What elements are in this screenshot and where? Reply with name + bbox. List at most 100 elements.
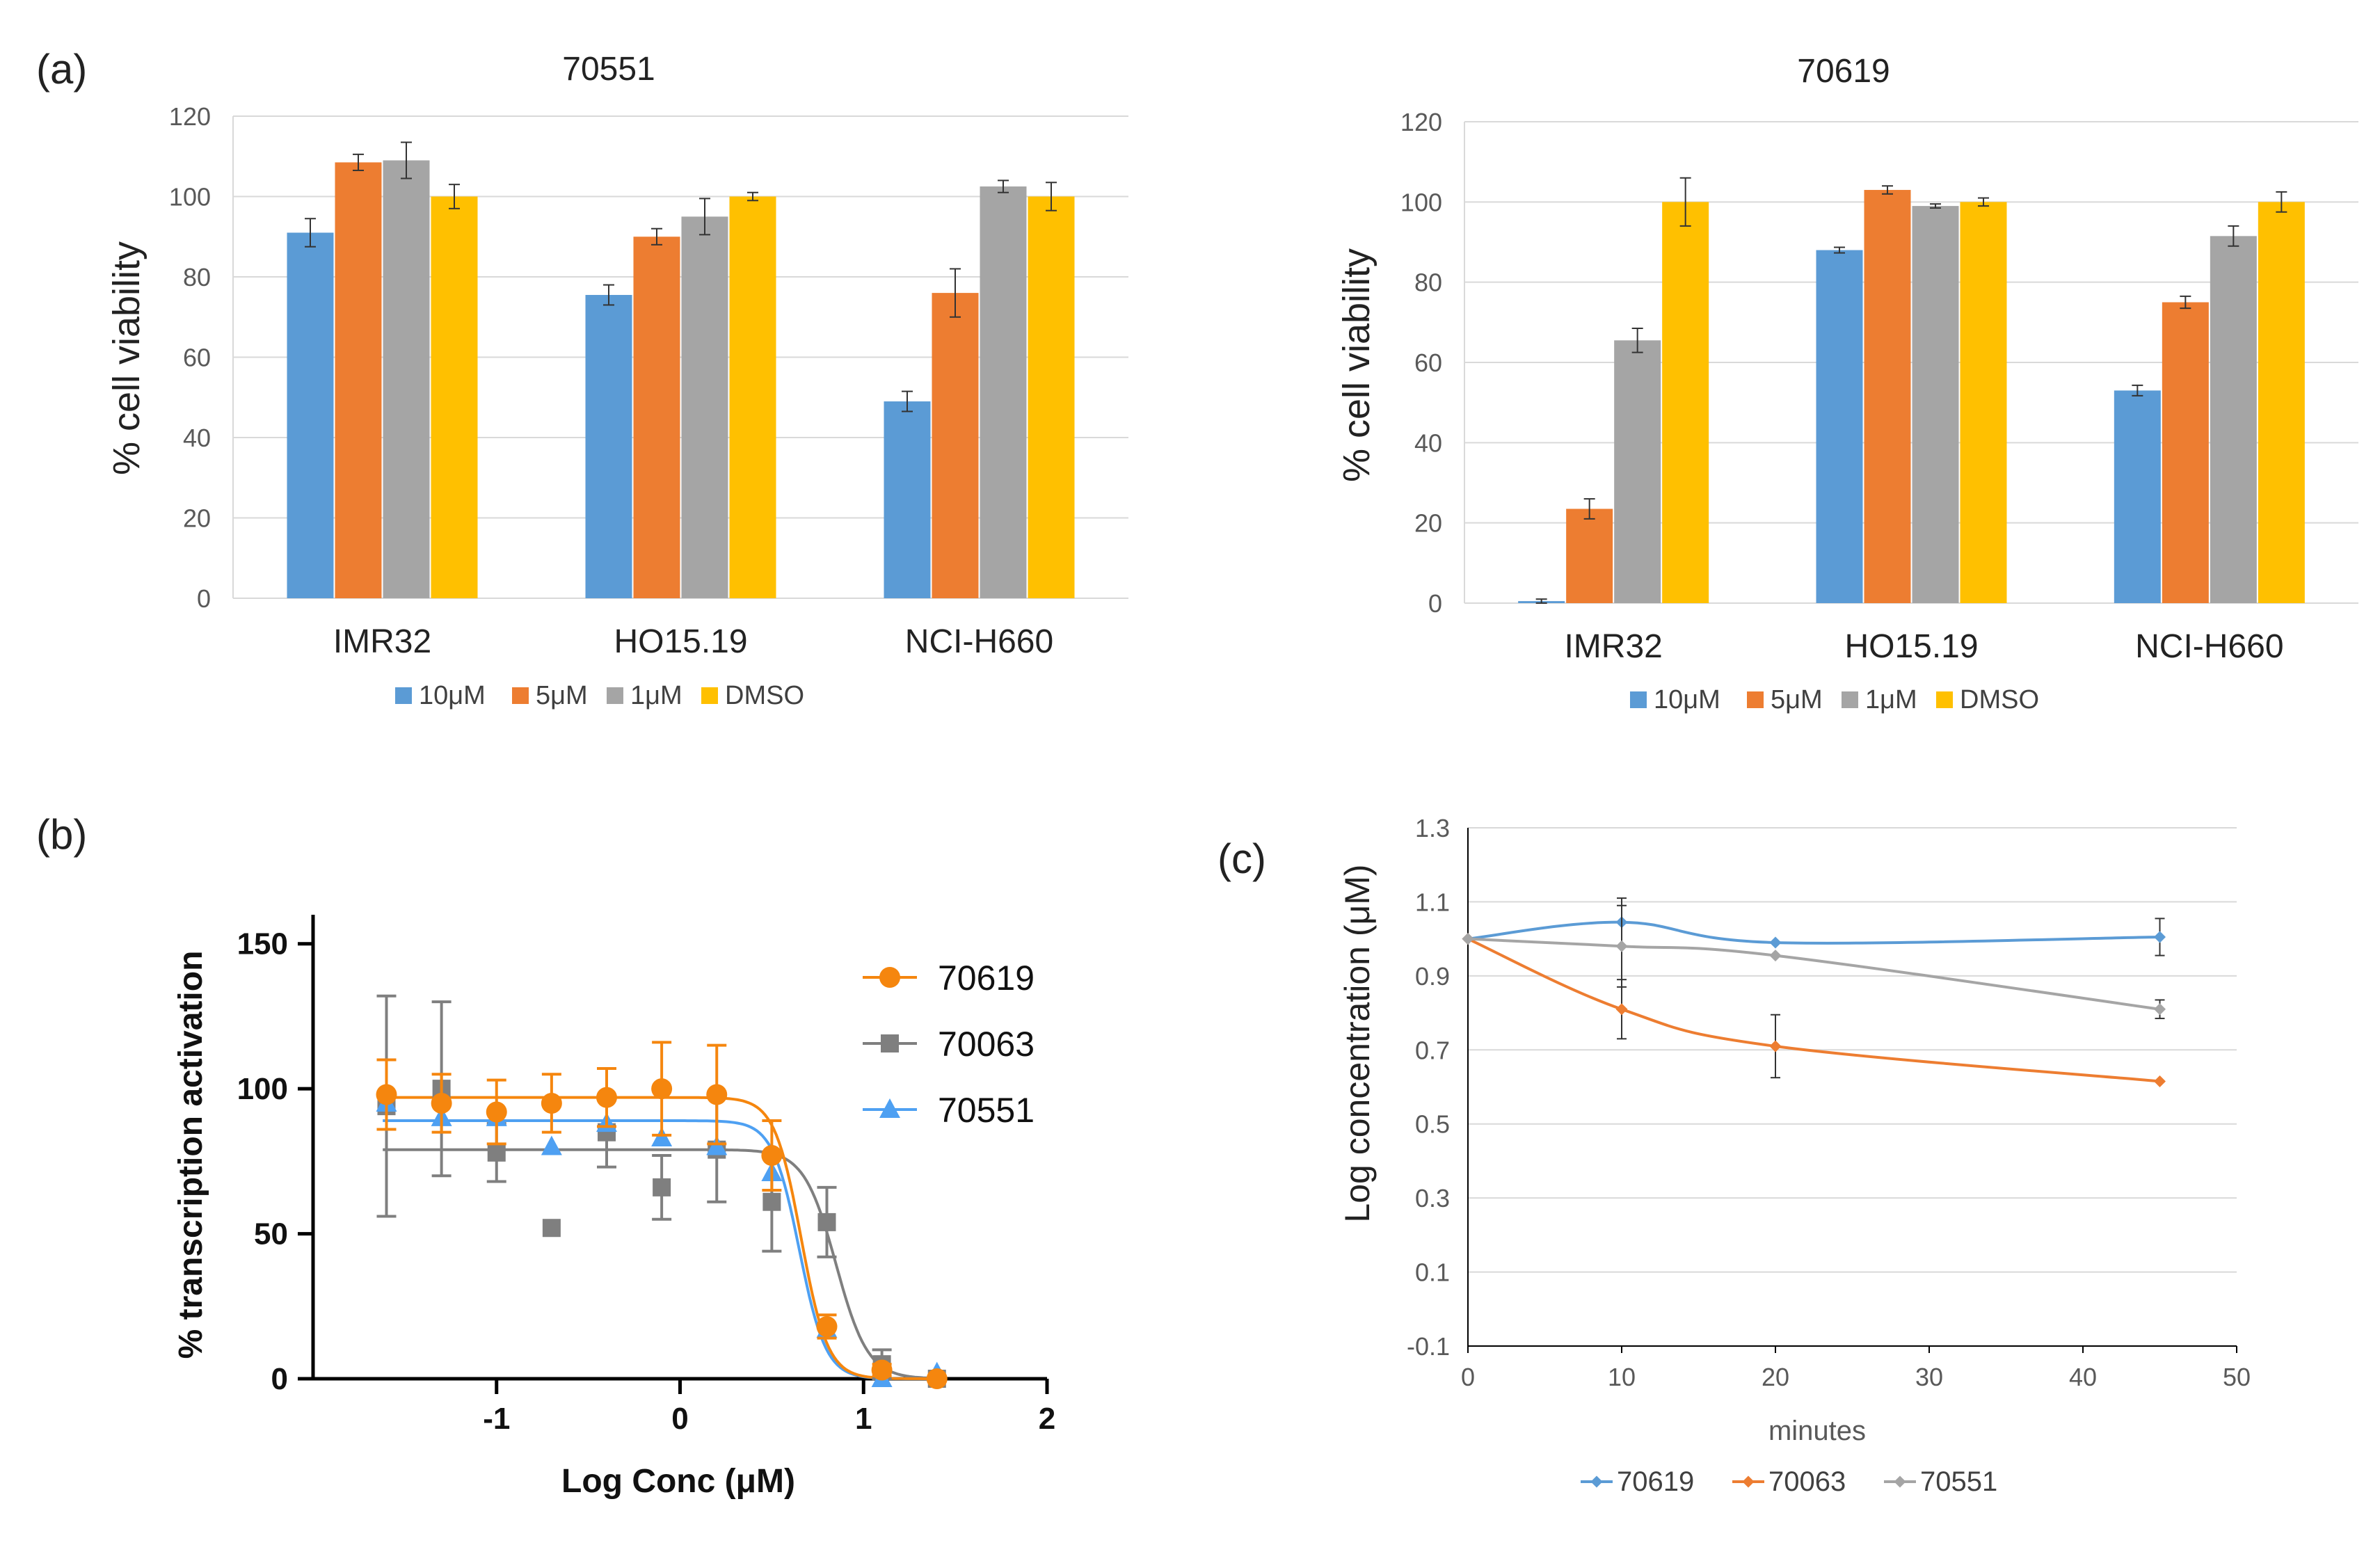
legend-label: 10μM bbox=[419, 681, 486, 710]
legend-swatch bbox=[512, 687, 529, 704]
chart-70619-viability: 70619 % cell viability 0 20 40 60 80 100 120 IM… bbox=[1336, 53, 2358, 714]
x-tick-label: 1 bbox=[855, 1402, 872, 1436]
chart-b-xlabel: Log Conc (μM) bbox=[561, 1463, 795, 1500]
chart-b-ylabel: % transcription activation bbox=[173, 951, 209, 1359]
y-tick-label: 100 bbox=[237, 1072, 288, 1106]
data-point-70619 bbox=[2154, 931, 2166, 943]
panel-label-c: (c) bbox=[1217, 835, 1266, 882]
category-label: IMR32 bbox=[1564, 628, 1662, 665]
legend-label: 70619 bbox=[938, 959, 1035, 998]
bar-10μM bbox=[2114, 390, 2161, 603]
marker-circle bbox=[486, 1101, 507, 1123]
data-point-70063 bbox=[2154, 1075, 2166, 1088]
legend-label: 1μM bbox=[1865, 685, 1917, 714]
marker-circle bbox=[926, 1368, 948, 1389]
data-point-70551 bbox=[1769, 950, 1782, 962]
chart-c-ylabel: Log concentration (μM) bbox=[1338, 864, 1377, 1222]
y-tick-label: 20 bbox=[1414, 509, 1442, 538]
data-point-70619 bbox=[1769, 936, 1782, 949]
series-line-70063 bbox=[1467, 937, 2160, 1083]
bar-10μM bbox=[585, 294, 632, 598]
y-tick-label: 0 bbox=[1428, 589, 1442, 618]
marker-circle bbox=[816, 1315, 838, 1337]
category-label: HO15.19 bbox=[614, 623, 747, 660]
bar-5μM bbox=[1566, 509, 1613, 603]
marker-square bbox=[653, 1178, 671, 1196]
marker-circle bbox=[706, 1084, 728, 1105]
marker-circle bbox=[431, 1092, 452, 1114]
legend-swatch bbox=[1936, 691, 1953, 708]
marker-triangle bbox=[706, 1135, 728, 1155]
marker-circle bbox=[596, 1087, 617, 1108]
series-line-70551 bbox=[1467, 937, 2160, 1011]
chart-a1-title: 70551 bbox=[562, 51, 655, 88]
y-tick-label: 0 bbox=[197, 584, 211, 613]
panel-label-a: (a) bbox=[36, 46, 87, 93]
legend-label: 10μM bbox=[1654, 685, 1720, 714]
legend-label: 70551 bbox=[938, 1091, 1035, 1130]
y-tick-label: 100 bbox=[1400, 188, 1442, 216]
legend-swatch bbox=[701, 687, 718, 704]
marker-triangle bbox=[541, 1135, 562, 1155]
x-tick-label: -1 bbox=[483, 1402, 510, 1436]
y-tick-label: 0.3 bbox=[1415, 1184, 1450, 1212]
y-tick-label: 60 bbox=[183, 344, 211, 372]
legend-label: DMSO bbox=[725, 681, 804, 710]
legend-label: 70551 bbox=[1920, 1466, 1997, 1497]
marker-square bbox=[817, 1212, 836, 1231]
marker-circle bbox=[651, 1078, 673, 1100]
bar-10μM bbox=[287, 232, 334, 599]
legend-label: DMSO bbox=[1960, 685, 2039, 714]
chart-transcription-activation: % transcription activation Log Conc (μM)… bbox=[173, 915, 1055, 1500]
y-tick-label: 0.9 bbox=[1415, 962, 1450, 991]
bar-5μM bbox=[633, 237, 680, 598]
legend-label: 1μM bbox=[630, 681, 682, 710]
legend-marker bbox=[1742, 1475, 1755, 1488]
bar-1μM bbox=[980, 186, 1027, 598]
marker-square bbox=[487, 1143, 506, 1162]
bar-1μM bbox=[1912, 206, 1959, 604]
legend-swatch bbox=[607, 687, 623, 704]
x-tick-label: 20 bbox=[1762, 1363, 1789, 1391]
marker-circle bbox=[871, 1359, 893, 1381]
series-line-70619 bbox=[1467, 920, 2160, 945]
y-tick-label: 0 bbox=[271, 1362, 288, 1396]
category-label: HO15.19 bbox=[1844, 628, 1978, 665]
y-tick-label: 20 bbox=[183, 504, 211, 533]
panel-label-b: (b) bbox=[36, 811, 87, 858]
bar-5μM bbox=[2162, 302, 2209, 603]
marker-circle bbox=[761, 1145, 783, 1167]
legend-label: 5μM bbox=[1771, 685, 1823, 714]
y-tick-label: 150 bbox=[237, 927, 288, 961]
marker-square bbox=[542, 1219, 561, 1238]
legend-swatch bbox=[1747, 691, 1764, 708]
chart-a2-ylabel: % cell viability bbox=[1336, 248, 1377, 482]
fit-curve-70063 bbox=[383, 1148, 937, 1380]
category-label: NCI-H660 bbox=[905, 623, 1053, 660]
bar-1μM bbox=[681, 216, 728, 598]
y-tick-label: 0.5 bbox=[1415, 1110, 1450, 1139]
bar-DMSO bbox=[1662, 202, 1709, 603]
data-point-70551 bbox=[2154, 1003, 2166, 1016]
y-tick-label: 80 bbox=[1414, 269, 1442, 297]
y-tick-label: 1.3 bbox=[1415, 814, 1450, 842]
legend-label: 5μM bbox=[536, 681, 588, 710]
bar-1μM bbox=[383, 160, 430, 598]
legend-label: 70063 bbox=[1768, 1466, 1846, 1497]
chart-log-concentration: Log concentration (μM) minutes -0.1 0.1 0.… bbox=[1338, 814, 2251, 1497]
x-tick-label: 0 bbox=[671, 1402, 688, 1436]
marker-square bbox=[762, 1192, 781, 1211]
legend-label: 70063 bbox=[938, 1025, 1035, 1064]
y-tick-label: 40 bbox=[183, 424, 211, 452]
y-tick-label: 120 bbox=[169, 102, 211, 131]
chart-70551-viability: 70551 % cell viability 0 20 40 60 80 100 120 IM… bbox=[106, 51, 1128, 710]
bar-5μM bbox=[932, 293, 979, 598]
bar-10μM bbox=[884, 401, 931, 598]
bar-DMSO bbox=[1960, 202, 2007, 603]
x-tick-label: 2 bbox=[1039, 1402, 1055, 1436]
chart-a2-title: 70619 bbox=[1797, 53, 1890, 90]
legend-swatch bbox=[395, 687, 412, 704]
bar-DMSO bbox=[2258, 202, 2305, 603]
bar-1μM bbox=[2210, 236, 2257, 604]
